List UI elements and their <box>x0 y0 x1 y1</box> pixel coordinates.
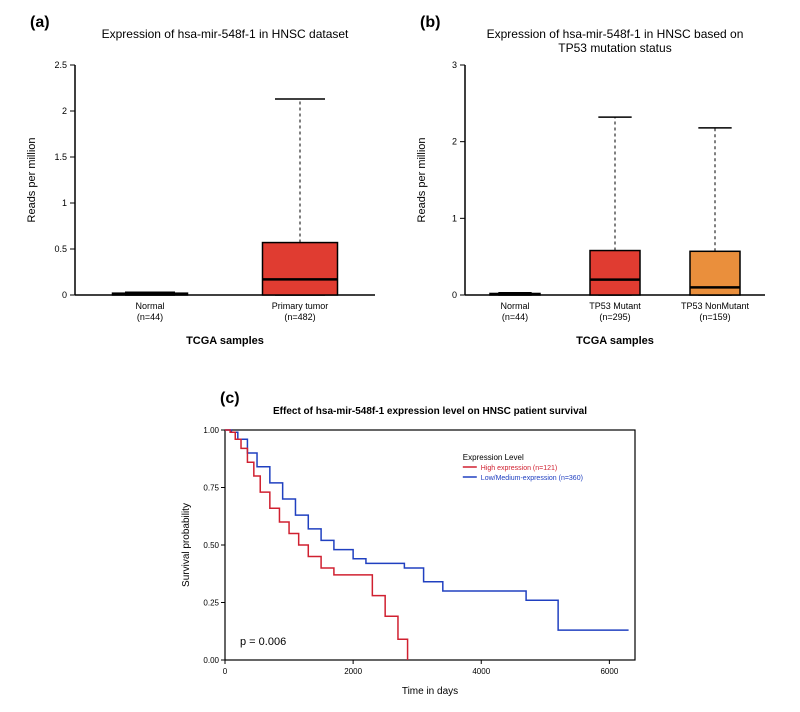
y-tick: 0.5 <box>54 244 67 254</box>
legend-title: Expression Level <box>463 453 524 462</box>
x-tick: (n=44) <box>137 312 163 322</box>
box <box>590 251 640 295</box>
x-axis-label: TCGA samples <box>186 335 264 347</box>
y-tick: 0.25 <box>203 599 219 608</box>
chart-title: Expression of hsa-mir-548f-1 in HNSC bas… <box>487 27 744 41</box>
x-tick: Primary tumor <box>272 301 329 311</box>
x-tick: (n=482) <box>284 312 315 322</box>
y-axis-label: Reads per million <box>26 138 38 223</box>
y-tick: 1.5 <box>54 152 67 162</box>
panel-b-chart: Expression of hsa-mir-548f-1 in HNSC bas… <box>410 20 780 350</box>
chart-title: Expression of hsa-mir-548f-1 in HNSC dat… <box>102 27 349 41</box>
y-tick: 0 <box>62 290 67 300</box>
y-tick: 1 <box>62 198 67 208</box>
y-tick: 2 <box>62 106 67 116</box>
legend-item: Low/Medium-expression (n=360) <box>481 475 583 482</box>
box <box>263 243 338 295</box>
x-tick: TP53 Mutant <box>589 301 641 311</box>
x-axis-label: TCGA samples <box>576 335 654 347</box>
x-tick: Normal <box>135 301 164 311</box>
x-tick: (n=44) <box>502 312 528 322</box>
y-axis-label: Survival probability <box>181 503 192 587</box>
y-tick: 0.50 <box>203 541 219 550</box>
x-tick: 6000 <box>600 667 618 676</box>
x-tick: 4000 <box>472 667 490 676</box>
panel-c-chart: Effect of hsa-mir-548f-1 expression leve… <box>175 400 645 700</box>
km-curve <box>225 430 408 660</box>
x-tick: (n=295) <box>599 312 630 322</box>
x-tick: 0 <box>223 667 228 676</box>
x-tick: (n=159) <box>699 312 730 322</box>
chart-title: Effect of hsa-mir-548f-1 expression leve… <box>273 406 587 417</box>
panel-a-chart: Expression of hsa-mir-548f-1 in HNSC dat… <box>20 20 390 350</box>
y-tick: 1 <box>452 213 457 223</box>
y-tick: 2.5 <box>54 60 67 70</box>
y-tick: 2 <box>452 137 457 147</box>
x-axis-label: Time in days <box>402 686 458 697</box>
y-tick: 0.75 <box>203 484 219 493</box>
km-curve <box>225 430 629 630</box>
y-tick: 0.00 <box>203 656 219 665</box>
y-tick: 1.00 <box>203 426 219 435</box>
chart-title: TP53 mutation status <box>558 41 671 55</box>
y-tick: 0 <box>452 290 457 300</box>
p-value: p = 0.006 <box>240 636 286 648</box>
x-tick: 2000 <box>344 667 362 676</box>
legend-item: High expression (n=121) <box>481 465 557 472</box>
y-axis-label: Reads per million <box>416 138 428 223</box>
x-tick: TP53 NonMutant <box>681 301 750 311</box>
x-tick: Normal <box>500 301 529 311</box>
y-tick: 3 <box>452 60 457 70</box>
